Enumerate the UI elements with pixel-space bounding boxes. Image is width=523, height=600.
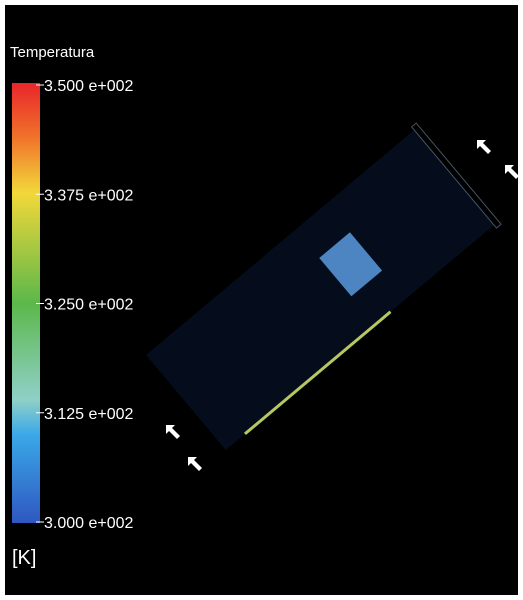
tick-label: 3.000 e+002 bbox=[44, 515, 134, 532]
color-bar bbox=[12, 83, 40, 523]
page: Temperatura 3.500 e+002 3.375 e+002 3.250 … bbox=[0, 0, 523, 600]
screenshot: Temperatura 3.500 e+002 3.375 e+002 3.250 … bbox=[0, 0, 523, 600]
legend-title: Temperatura bbox=[10, 44, 95, 61]
tick-label: 3.500 e+002 bbox=[44, 78, 134, 95]
legend-unit: [K] bbox=[12, 547, 36, 569]
tick-label: 3.375 e+002 bbox=[44, 187, 134, 204]
tick-label: 3.125 e+002 bbox=[44, 406, 134, 423]
tick-label: 3.250 e+002 bbox=[44, 297, 134, 314]
